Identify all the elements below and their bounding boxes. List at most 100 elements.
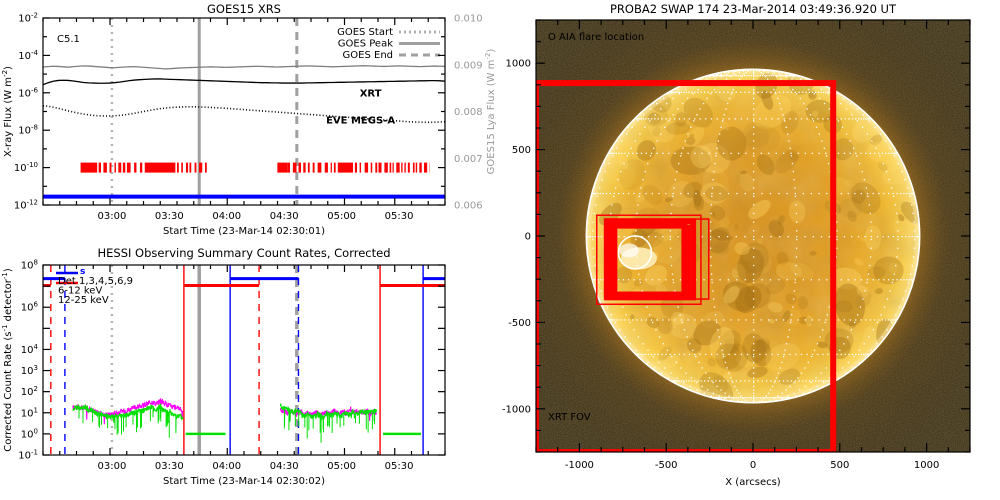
swap-grid-dot bbox=[713, 75, 715, 78]
swap-grid-dot bbox=[788, 329, 791, 331]
swap-grid-dot bbox=[753, 247, 755, 249]
swap-grid-dot bbox=[793, 75, 795, 77]
swap-grid-dot bbox=[683, 381, 685, 384]
swap-grid-dot bbox=[599, 192, 602, 195]
swap-grid-dot bbox=[666, 102, 668, 105]
swap-grid-dot bbox=[843, 319, 846, 321]
swap-grid-dot bbox=[637, 118, 639, 120]
swap-dark-region bbox=[832, 138, 854, 161]
swap-grid-dot bbox=[717, 140, 719, 142]
swap-grid-dot bbox=[638, 273, 640, 275]
swap-grid-dot bbox=[672, 279, 674, 281]
swap-grid-dot bbox=[870, 230, 873, 232]
swap-grid-dot bbox=[691, 91, 693, 93]
swap-grid-dot bbox=[633, 279, 635, 281]
swap-grid-dot bbox=[639, 281, 641, 284]
swap-grid-dot bbox=[778, 91, 780, 93]
swap-grid-dot bbox=[755, 75, 757, 77]
swap-grid-dot bbox=[730, 319, 732, 321]
swap-grid-dot bbox=[740, 353, 742, 356]
swap-grid-dot bbox=[870, 256, 872, 258]
swap-grid-dot bbox=[896, 256, 898, 258]
swap-grid-dot bbox=[789, 385, 791, 388]
swap-grid-dot bbox=[725, 397, 728, 399]
swap-grid-dot bbox=[867, 273, 870, 275]
swap-grid-dot bbox=[865, 187, 867, 189]
hessi-ytick-label-4: 102 bbox=[21, 385, 38, 398]
swap-dark-region bbox=[714, 241, 730, 255]
swap-grid-dot bbox=[845, 372, 847, 374]
swap-grid-dot bbox=[719, 380, 721, 382]
swap-grid-dot bbox=[753, 349, 755, 351]
swap-dark-region bbox=[633, 279, 643, 287]
swap-grid-dot bbox=[672, 192, 674, 195]
hessi-legend-label-2: 12-25 keV bbox=[58, 295, 109, 306]
swap-bright-region bbox=[744, 245, 772, 274]
swap-bright-region bbox=[805, 315, 813, 327]
swap-grid-dot bbox=[688, 118, 691, 120]
swap-grid-dot bbox=[610, 152, 612, 154]
xrt-tick bbox=[204, 162, 207, 173]
swap-grid-dot bbox=[917, 236, 919, 238]
swap-grid-dot bbox=[900, 192, 902, 195]
hessi-xtick-label-1: 03:30 bbox=[155, 461, 184, 472]
xrt-tick bbox=[109, 162, 112, 173]
swap-grid-dot bbox=[690, 377, 692, 379]
swap-dark-region bbox=[850, 182, 881, 215]
swap-grid-dot bbox=[906, 192, 908, 195]
swap-grid-dot bbox=[836, 238, 838, 241]
swap-bright-region bbox=[690, 145, 713, 169]
swap-grid-dot bbox=[912, 256, 915, 258]
swap-grid-dot bbox=[731, 91, 733, 93]
swap-grid-dot bbox=[913, 247, 915, 249]
swap-grid-dot bbox=[592, 221, 594, 223]
swap-grid-dot bbox=[890, 319, 892, 321]
swap-grid-dot bbox=[794, 279, 796, 281]
swap-bright-region bbox=[853, 258, 864, 267]
swap-grid-dot bbox=[868, 336, 870, 338]
swap-dark-region bbox=[761, 90, 774, 110]
swap-grid-dot bbox=[664, 367, 666, 369]
swap-grid-dot bbox=[870, 238, 873, 241]
swap-grid-dot bbox=[593, 187, 595, 189]
swap-grid-dot bbox=[840, 279, 842, 281]
swap-grid-dot bbox=[865, 152, 867, 154]
swap-panel-title: PROBA2 SWAP 174 23-Mar-2014 03:49:36.920… bbox=[610, 2, 897, 16]
swap-grid-dot bbox=[734, 385, 736, 388]
swap-grid-dot bbox=[811, 380, 814, 382]
swap-grid-dot bbox=[650, 152, 653, 154]
swap-grid-dot bbox=[727, 75, 729, 77]
swap-grid-dot bbox=[745, 71, 747, 74]
swap-grid-dot bbox=[879, 155, 881, 157]
swap-grid-dot bbox=[868, 118, 870, 120]
swap-grid-dot bbox=[613, 195, 615, 197]
swap-grid-dot bbox=[665, 353, 667, 356]
swap-grid-dot bbox=[676, 380, 679, 382]
swap-grid-dot bbox=[866, 279, 869, 281]
swap-grid-dot bbox=[763, 70, 765, 72]
swap-grid-dot bbox=[895, 212, 898, 215]
swap-grid-dot bbox=[770, 75, 772, 77]
swap-grid-dot bbox=[611, 147, 613, 149]
swap-grid-dot bbox=[753, 389, 755, 391]
swap-grid-dot bbox=[591, 195, 593, 197]
swap-grid-dot bbox=[822, 118, 824, 120]
swap-grid-dot bbox=[790, 155, 792, 157]
swap-grid-dot bbox=[782, 380, 785, 382]
swap-dark-region bbox=[716, 126, 747, 161]
swap-grid-dot bbox=[793, 381, 795, 384]
swap-grid-dot bbox=[882, 236, 884, 238]
xrt-tick-block bbox=[337, 162, 354, 173]
swap-grid-dot bbox=[847, 361, 849, 364]
swap-grid-dot bbox=[748, 75, 750, 77]
swap-grid-dot bbox=[794, 281, 796, 284]
goes-xtick-label-1: 03:30 bbox=[155, 211, 184, 222]
swap-grid-dot bbox=[839, 349, 841, 351]
goes-y2tick-label-3: 0.007 bbox=[454, 154, 483, 165]
swap-grid-dot bbox=[747, 69, 749, 71]
swap-grid-dot bbox=[645, 118, 647, 120]
swap-grid-dot bbox=[624, 319, 626, 321]
swap-grid-dot bbox=[677, 88, 679, 91]
swap-grid-dot bbox=[708, 152, 710, 154]
swap-grid-dot bbox=[678, 162, 680, 165]
